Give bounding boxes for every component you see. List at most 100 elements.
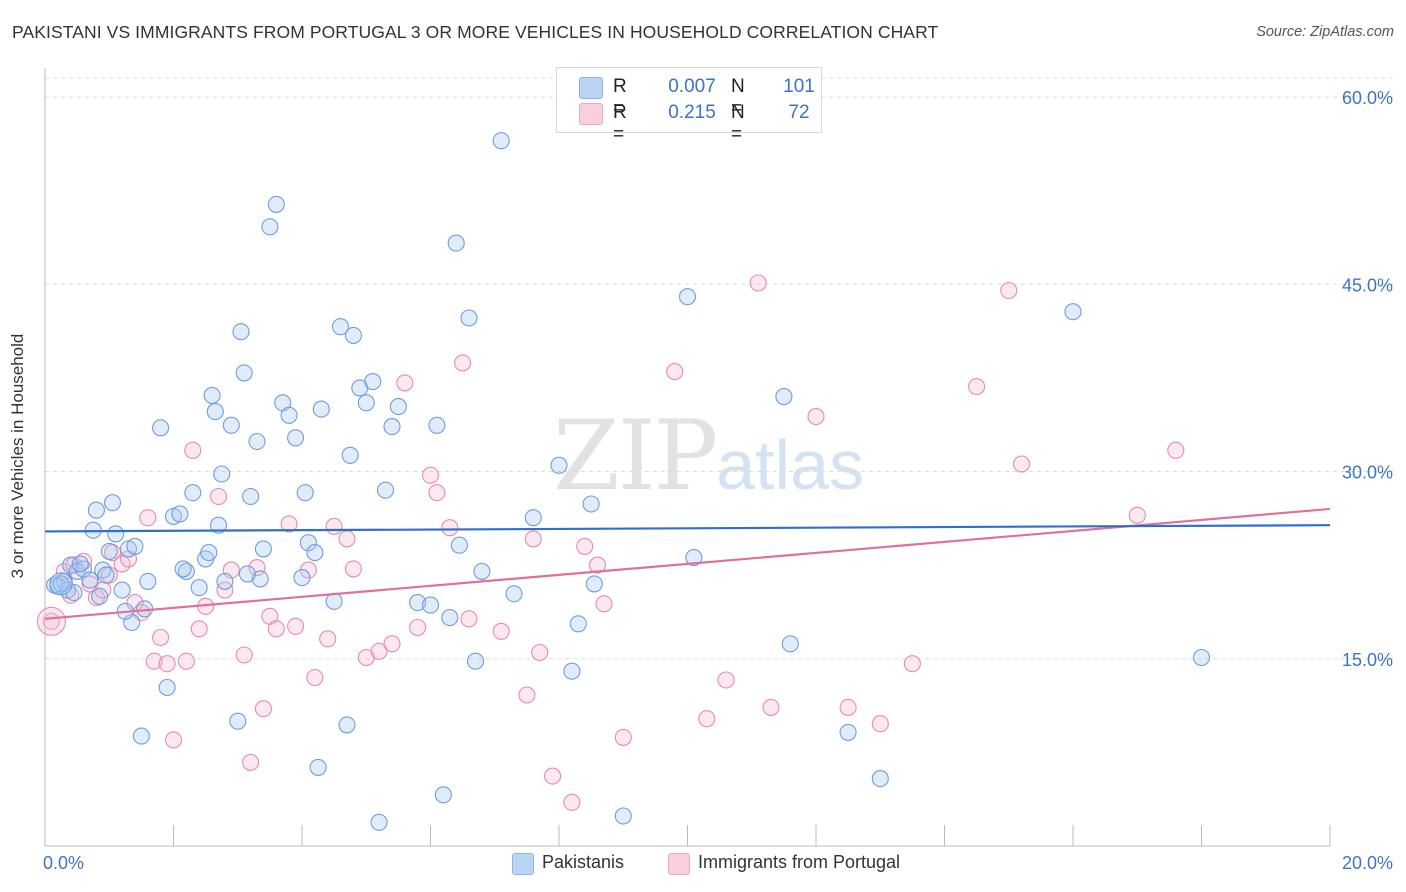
portugal-point bbox=[1167, 441, 1185, 459]
watermark-zip: ZIP bbox=[553, 400, 718, 512]
x-tick-label: 0.0% bbox=[43, 853, 84, 873]
watermark: ZIPatlas bbox=[553, 400, 864, 512]
portugal-point bbox=[839, 698, 857, 716]
pakistanis-point bbox=[466, 652, 485, 670]
portugal-point bbox=[460, 610, 478, 628]
pakistanis-point bbox=[158, 678, 176, 697]
pakistanis-point bbox=[364, 373, 382, 391]
pakistanis-point bbox=[229, 712, 247, 730]
pakistanis-point bbox=[213, 465, 231, 483]
portugal-point bbox=[518, 686, 536, 704]
pakistanis-point bbox=[331, 318, 350, 336]
portugal-point bbox=[492, 622, 510, 640]
trend-line-pakistanis bbox=[44, 524, 1331, 533]
source-label: Source: ZipAtlas.com bbox=[1256, 24, 1394, 40]
pakistanis-point bbox=[71, 555, 89, 573]
y-tick-label: 15.0% bbox=[1342, 650, 1393, 670]
portugal-point bbox=[871, 715, 889, 733]
portugal-point bbox=[145, 652, 163, 670]
pakistanis-point bbox=[174, 560, 192, 578]
portugal-point bbox=[216, 581, 234, 599]
portugal-point bbox=[421, 466, 440, 484]
axes bbox=[44, 68, 1331, 847]
portugal-point bbox=[717, 671, 735, 689]
series-pakistanis-points bbox=[46, 132, 1211, 831]
pakistanis-point bbox=[376, 481, 395, 499]
pakistanis-point bbox=[222, 416, 240, 434]
y-tick-label: 30.0% bbox=[1342, 463, 1393, 483]
tick-labels: 15.0% 30.0% 45.0% 60.0% 0.0% 20.0% bbox=[43, 88, 1393, 873]
pakistanis-point bbox=[460, 309, 478, 327]
pakistanis-point bbox=[871, 770, 889, 788]
pakistanis-point bbox=[563, 662, 581, 680]
pakistanis-point bbox=[582, 495, 600, 513]
portugal-point bbox=[544, 767, 562, 785]
pakistanis-point bbox=[296, 484, 314, 502]
portugal-point bbox=[280, 515, 298, 533]
pakistanis-point bbox=[139, 572, 157, 590]
pakistanis-point bbox=[52, 575, 70, 593]
pakistanis-point bbox=[569, 615, 587, 633]
pakistanis-point bbox=[585, 575, 603, 593]
portugal-point bbox=[441, 519, 459, 537]
portugal-point bbox=[325, 517, 343, 535]
legend-n-value: 72 bbox=[788, 102, 810, 123]
pakistanis-point bbox=[312, 400, 330, 418]
portugal-point bbox=[177, 652, 195, 670]
pakistanis-point bbox=[206, 403, 224, 421]
pakistanis-point bbox=[248, 432, 266, 451]
legend-n-label: N = bbox=[731, 102, 745, 145]
pakistanis-point bbox=[280, 406, 298, 424]
portugal-point bbox=[242, 753, 260, 771]
pakistanis-point bbox=[441, 609, 459, 627]
portugal-point bbox=[338, 530, 356, 548]
pakistanis-point bbox=[344, 326, 362, 344]
legend-swatch-blue bbox=[579, 77, 603, 99]
portugal-point bbox=[235, 646, 253, 664]
portugal-point bbox=[190, 620, 208, 638]
portugal-point bbox=[903, 655, 921, 673]
legend-swatch-pink bbox=[579, 103, 603, 125]
legend-r-label: R = bbox=[613, 102, 627, 145]
pakistanis-point bbox=[216, 572, 234, 590]
pakistanis-point bbox=[254, 540, 272, 558]
pakistanis-point bbox=[447, 234, 465, 252]
legend: R = 0.007 N = 101 R = 0.215 N = 72 bbox=[556, 67, 822, 145]
pakistanis-point bbox=[126, 537, 144, 555]
pakistanis-point bbox=[370, 813, 388, 831]
pakistanis-point bbox=[100, 542, 118, 560]
pakistanis-point bbox=[235, 364, 253, 382]
portugal-point bbox=[184, 441, 202, 459]
portugal-point bbox=[588, 556, 607, 574]
pakistanis-point bbox=[184, 484, 202, 502]
pakistanis-point bbox=[261, 218, 279, 236]
portugal-point bbox=[396, 374, 414, 392]
portugal-point bbox=[139, 509, 157, 527]
pakistanis-point bbox=[94, 561, 112, 579]
pakistanis-point bbox=[550, 456, 568, 474]
portugal-point bbox=[749, 274, 767, 292]
pakistanis-point bbox=[309, 758, 327, 776]
pakistanis-point bbox=[614, 807, 632, 825]
pakistanis-point bbox=[409, 594, 427, 612]
legend-r-label: R = bbox=[613, 76, 627, 119]
pakistanis-point bbox=[306, 544, 324, 562]
legend-r-value: 0.007 bbox=[668, 76, 716, 97]
pakistanis-point bbox=[132, 727, 150, 745]
portugal-point bbox=[614, 728, 632, 746]
portugal-point bbox=[383, 635, 401, 653]
pakistanis-point bbox=[91, 587, 109, 605]
pakistanis-point bbox=[190, 579, 208, 597]
portugal-point bbox=[428, 484, 446, 502]
bottom-legend-swatch-pink bbox=[668, 853, 690, 875]
legend-n-label: N = bbox=[731, 76, 745, 119]
series-portugal-points bbox=[36, 274, 1185, 811]
portugal-point bbox=[254, 700, 272, 718]
pakistanis-point bbox=[113, 581, 131, 599]
pakistanis-point bbox=[775, 388, 793, 406]
pakistanis-point bbox=[1064, 303, 1082, 321]
portugal-point bbox=[319, 630, 337, 648]
pakistanis-point bbox=[357, 394, 375, 412]
bottom-legend-label: Pakistanis bbox=[542, 852, 625, 872]
